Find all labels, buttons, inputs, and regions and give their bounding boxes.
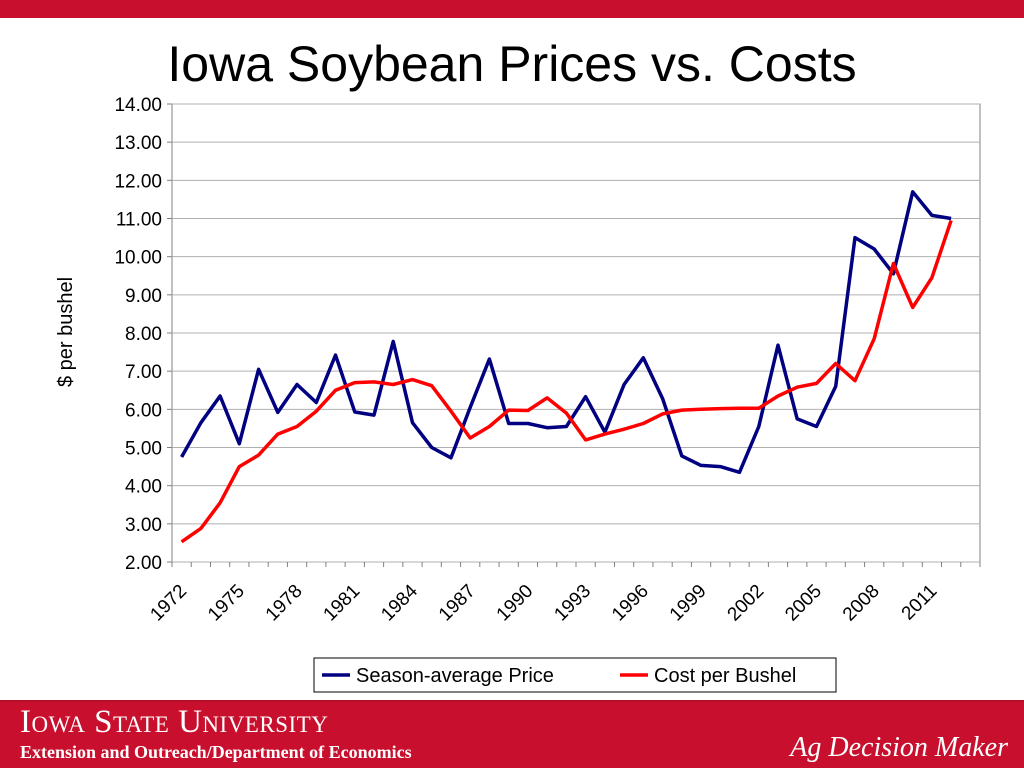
- series-line-cost: [180, 219, 953, 544]
- x-tick-label: 2008: [839, 581, 884, 626]
- y-tick-label: 4.00: [125, 477, 162, 498]
- y-tick-label: 12.00: [114, 171, 162, 192]
- x-tick-label: 1972: [146, 581, 191, 626]
- top-accent-bar: [0, 0, 1024, 18]
- x-tick-label: 1993: [550, 581, 595, 626]
- y-tick-label: 3.00: [125, 515, 162, 536]
- y-tick-label: 13.00: [114, 133, 162, 154]
- y-axis-label: $ per bushel: [55, 277, 77, 387]
- x-tick-label: 1999: [666, 581, 711, 626]
- x-tick-label: 2005: [781, 581, 826, 626]
- y-tick-label: 11.00: [116, 210, 162, 231]
- x-tick-label: 1981: [320, 581, 365, 626]
- x-tick-label: 1990: [493, 581, 538, 626]
- x-tick-label: 1987: [435, 581, 480, 626]
- x-tick-label: 1996: [608, 581, 653, 626]
- brand-logo: Ag Decision Maker: [790, 732, 1008, 763]
- legend-item-price: Season-average Price: [356, 665, 554, 687]
- page-title: Iowa Soybean Prices vs. Costs: [167, 36, 857, 92]
- x-tick-label: 2011: [898, 581, 942, 625]
- x-tick-label: 1984: [377, 580, 422, 625]
- department-name: Extension and Outreach/Department of Eco…: [20, 742, 412, 762]
- x-tick-label: 2002: [724, 581, 769, 626]
- legend-item-cost: Cost per Bushel: [654, 665, 796, 687]
- y-tick-label: 2.00: [125, 553, 162, 574]
- y-tick-label: 6.00: [125, 400, 162, 421]
- chart: 2.00 3.00 4.00 5.00 6.00 7.00 8.00 9.00 10.00 11.…: [55, 95, 981, 693]
- footer-bar: Iowa State University Extension and Outr…: [0, 700, 1024, 768]
- legend: [313, 657, 837, 693]
- y-tick-label: 8.00: [125, 324, 162, 345]
- y-tick-label: 7.00: [125, 362, 162, 383]
- x-tick-label: 1978: [262, 581, 307, 626]
- y-tick-label: 14.00: [114, 95, 162, 116]
- y-tick-label: 5.00: [125, 439, 162, 460]
- y-tick-label: 10.00: [114, 248, 162, 269]
- series-line-price: [180, 190, 952, 475]
- x-tick-label: 1975: [204, 581, 249, 626]
- footer-divider: [0, 700, 1024, 702]
- university-logo: Iowa State University: [20, 704, 329, 740]
- y-tick-label: 9.00: [125, 286, 162, 307]
